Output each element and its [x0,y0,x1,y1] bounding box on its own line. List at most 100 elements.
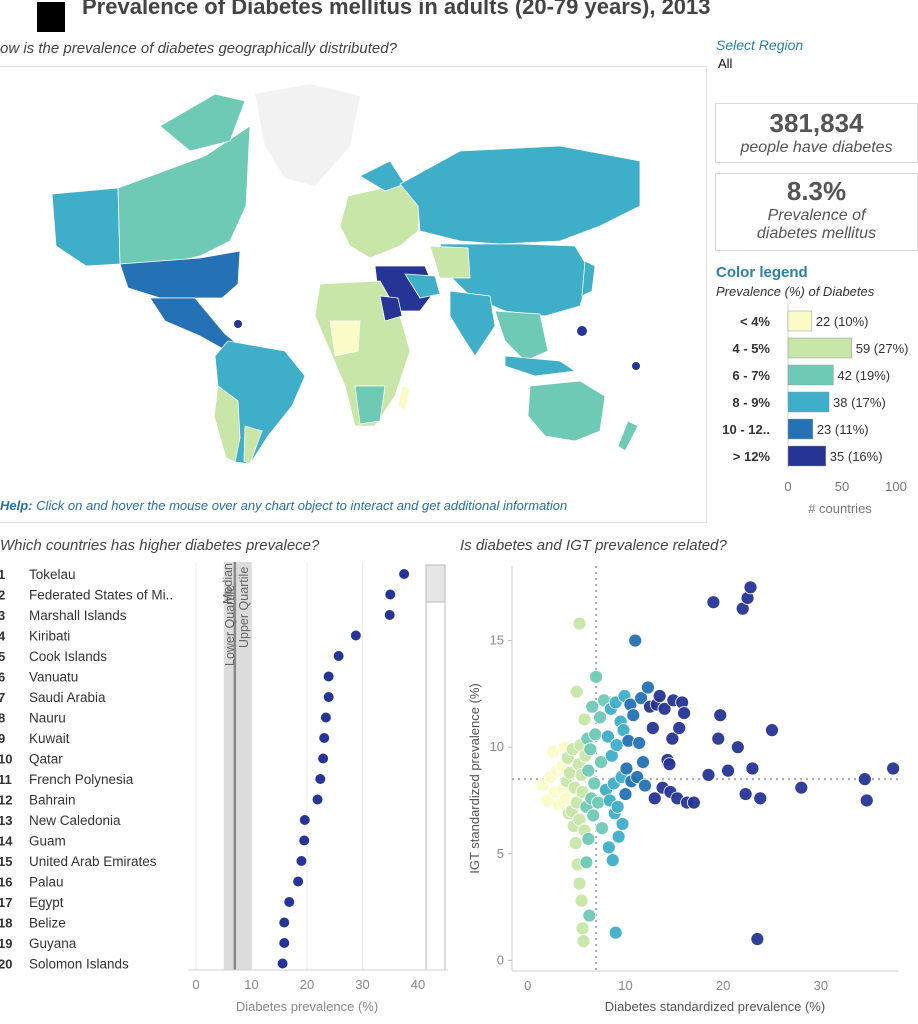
map-canada-islands[interactable] [159,93,246,152]
scatter-point[interactable] [546,744,561,759]
scatter-point[interactable] [711,731,726,746]
scatter-point[interactable] [641,680,655,695]
rank-dot[interactable] [385,589,396,600]
scatter-point[interactable] [569,684,584,699]
scatter-point[interactable] [628,633,643,648]
scatter-point[interactable] [745,761,760,776]
scatter-point[interactable] [582,908,597,923]
map-south-america-west[interactable] [213,385,241,463]
scatter-point[interactable] [535,778,550,793]
scatter-point[interactable] [662,757,677,772]
scatter-point[interactable] [581,763,596,778]
scatter-point[interactable] [630,770,645,784]
legend-bar[interactable] [787,364,834,386]
map-canada[interactable] [117,125,251,265]
scatter-point[interactable] [730,740,745,755]
world-map[interactable] [0,66,706,521]
rank-dot[interactable] [399,569,410,579]
scatter-point[interactable] [587,776,602,791]
legend-bar[interactable] [787,418,814,440]
map-indonesia[interactable] [504,355,577,377]
scatter-point[interactable] [665,731,680,746]
scatter-point[interactable] [611,829,626,844]
map-southern-africa[interactable] [354,385,386,425]
scatter-point[interactable] [794,780,809,795]
legend-bar[interactable] [787,445,827,467]
rank-dot[interactable] [312,794,323,805]
scatter-point[interactable] [677,706,691,720]
scatter-point[interactable] [574,893,589,908]
scatter-point[interactable] [572,616,587,631]
map-caribbean[interactable] [234,320,242,328]
scatter-point[interactable] [750,932,765,946]
scatter-point[interactable] [589,669,604,684]
scatter-point[interactable] [600,729,615,744]
map-new-zealand[interactable] [617,420,639,452]
rank-dot[interactable] [323,692,334,702]
scatter-point[interactable] [713,708,728,723]
rank-dot[interactable] [350,630,361,641]
map-alaska[interactable] [51,187,121,267]
region-filter-select[interactable]: All [718,56,733,71]
scatter-point[interactable] [765,723,779,738]
map-madagascar[interactable] [397,385,411,412]
legend-bar-chart[interactable]: < 4% 22 (10%) 4 - 5% 59 (27%) 6 - 7% 42 (19%)… [712,300,918,522]
map-micronesia[interactable] [577,326,587,336]
legend-bar[interactable] [787,337,852,359]
scatter-point[interactable] [594,755,608,770]
map-greenland[interactable] [255,84,360,186]
rank-dot[interactable] [284,897,295,907]
scatter-point[interactable] [859,793,874,808]
scatter-point[interactable] [585,699,600,714]
scatter-point[interactable] [583,742,598,757]
scatter-point[interactable] [634,691,648,706]
scatter-point[interactable] [626,708,641,723]
map-australia[interactable] [527,380,606,442]
scatter-point[interactable] [753,791,768,806]
scatter-point[interactable] [609,738,624,752]
scatter-point[interactable] [638,778,652,793]
rank-dot[interactable] [384,610,395,620]
rank-dot[interactable] [277,958,288,969]
rank-dot[interactable] [296,856,307,866]
scatter-point[interactable] [706,595,721,610]
map-india[interactable] [449,290,496,357]
scatter-point[interactable] [701,767,716,782]
map-usa[interactable] [119,250,241,299]
map-south-america-south[interactable] [243,425,263,465]
scatter-point[interactable] [738,787,753,801]
map-egypt[interactable] [379,295,403,322]
scatter-point[interactable] [608,925,623,940]
scatter-point[interactable] [672,721,687,735]
scatter-point[interactable] [605,853,620,868]
scatter-point[interactable] [652,689,667,703]
scatter-point[interactable] [577,712,592,727]
scatter-point[interactable] [579,855,594,870]
scatter-point[interactable] [632,736,647,750]
map-west-africa[interactable] [329,320,361,357]
scatter-point[interactable] [601,840,616,855]
scatter-point[interactable] [572,876,587,891]
scatter-point[interactable] [586,808,601,823]
rank-dot[interactable] [299,815,310,825]
scatter-point[interactable] [576,934,591,949]
rank-dot[interactable] [319,733,330,743]
scatter-chart[interactable]: 0 5 10 15 0 10 20 30 IGT standardized prevalence… [455,560,918,1024]
scatter-point[interactable] [610,799,625,814]
legend-bar[interactable] [787,391,830,413]
map-europe[interactable] [339,183,421,259]
map-iran[interactable] [404,273,441,299]
scatter-point[interactable] [593,710,607,725]
map-shapes[interactable] [51,84,641,465]
legend-bar[interactable] [787,310,813,332]
rank-dot[interactable] [279,938,290,948]
scatter-point[interactable] [647,791,662,806]
scatter-point[interactable] [636,755,650,770]
scatter-point[interactable] [619,761,634,776]
scatter-point[interactable] [595,821,609,836]
rank-scrollbar-thumb[interactable] [425,564,446,603]
rank-dot[interactable] [333,651,344,661]
scatter-point[interactable] [886,761,901,776]
scatter-point[interactable] [615,817,630,831]
